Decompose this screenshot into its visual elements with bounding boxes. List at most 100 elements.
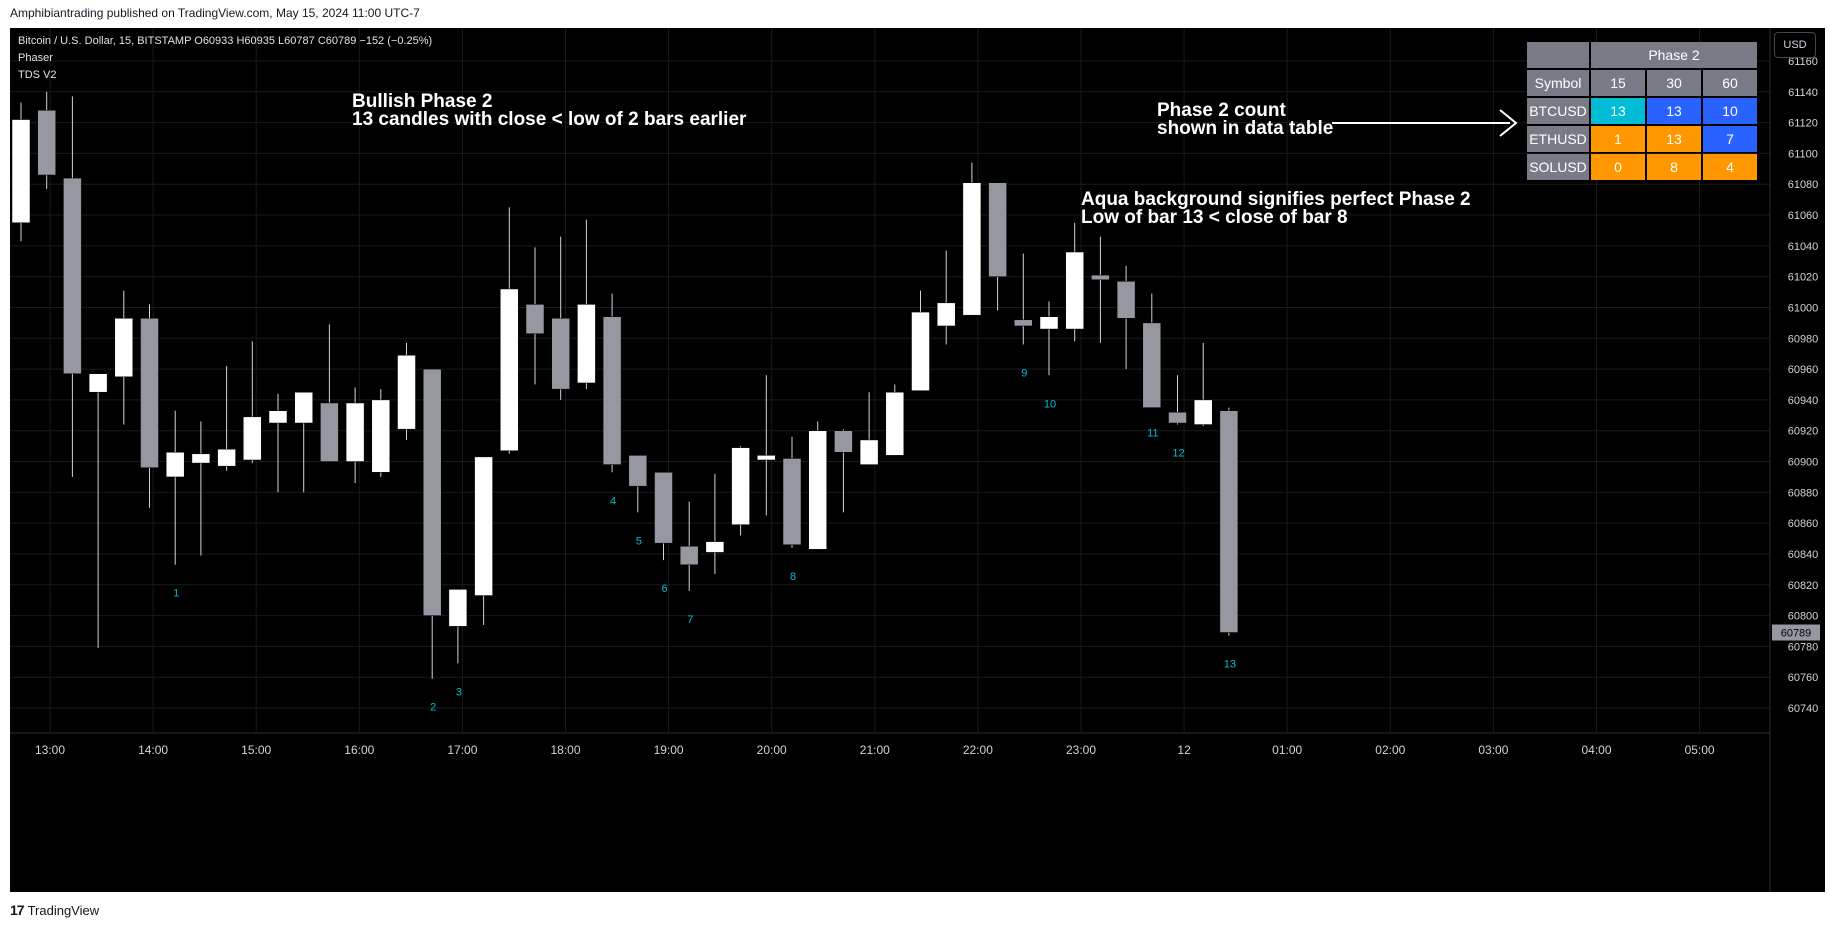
- candle-body: [165, 452, 185, 478]
- y-tick-label: 60840: [1788, 549, 1819, 561]
- candle-body: [1142, 322, 1162, 408]
- y-tick-label: 61080: [1788, 179, 1819, 191]
- y-tick-label: 61160: [1788, 56, 1818, 68]
- y-tick-label: 61140: [1788, 87, 1818, 99]
- candle-body: [679, 546, 699, 565]
- tradingview-mark-icon: 17: [10, 902, 25, 918]
- table-col-header: 30: [1647, 70, 1701, 96]
- x-tick-label: 15:00: [241, 743, 271, 757]
- y-tick-label: 60780: [1788, 641, 1819, 653]
- candle-body: [911, 311, 930, 391]
- candle-body: [1219, 410, 1239, 633]
- candle-body: [474, 456, 493, 596]
- count-label: 10: [1044, 398, 1056, 410]
- x-tick-label: 13:00: [35, 743, 65, 757]
- y-tick-label: 61020: [1788, 272, 1819, 284]
- price-axis: 60740 60760 60780 60800 60820 60840 60860 60880…: [1772, 56, 1820, 715]
- count-label: 9: [1021, 367, 1027, 379]
- indicator-legend-tds[interactable]: TDS V2: [18, 69, 57, 81]
- x-tick-label: 04:00: [1581, 743, 1611, 757]
- y-tick-label: 60760: [1788, 672, 1819, 684]
- annotation-arrow: [1332, 109, 1518, 137]
- candle-body: [628, 455, 648, 487]
- x-tick-label: 23:00: [1066, 743, 1096, 757]
- last-price-tag: [1772, 624, 1820, 641]
- x-tick-label: 02:00: [1375, 743, 1405, 757]
- candle-body: [371, 399, 391, 473]
- candle-body: [731, 447, 750, 525]
- table-cell: 0: [1591, 154, 1645, 180]
- candle-body: [191, 453, 211, 464]
- arrow-head-icon: [1499, 109, 1518, 137]
- candle-body: [345, 402, 365, 462]
- candle-body: [808, 430, 827, 550]
- x-tick-label: 17:00: [447, 743, 477, 757]
- symbol-legend[interactable]: Bitcoin / U.S. Dollar, 15, BITSTAMP O609…: [18, 35, 433, 47]
- table-cell: 8: [1647, 154, 1701, 180]
- count-label: 11: [1147, 428, 1158, 440]
- x-tick-label: 21:00: [860, 743, 890, 757]
- table-cell: 10: [1703, 98, 1757, 124]
- candle-body: [88, 373, 108, 393]
- candle-body: [500, 288, 519, 451]
- grid: [10, 28, 1771, 892]
- candle-body: [654, 472, 673, 544]
- y-tick-label: 60820: [1788, 580, 1819, 592]
- candle-body: [294, 391, 313, 424]
- table-cell: 13: [1647, 126, 1701, 152]
- chart-pane[interactable]: 2 3 4 5 6 7 8 9 10 11 12 13 1 60740 60760 60780 60800 60…: [10, 28, 1825, 892]
- x-tick-label: 20:00: [757, 743, 787, 757]
- count-label: 5: [636, 535, 642, 547]
- x-tick-label: 12: [1177, 743, 1191, 757]
- y-tick-label: 61120: [1788, 118, 1818, 130]
- y-tick-label: 61000: [1788, 302, 1819, 314]
- candle-body: [422, 368, 442, 616]
- table-row-symbol: SOLUSD: [1527, 154, 1589, 180]
- count-label: 8: [790, 571, 796, 583]
- y-tick-label: 61060: [1788, 210, 1819, 222]
- table-row-symbol: BTCUSD: [1527, 98, 1589, 124]
- candle-body: [1065, 251, 1084, 330]
- y-tick-label: 60800: [1788, 611, 1819, 623]
- candle-body: [859, 439, 879, 465]
- table-col-header: 15: [1591, 70, 1645, 96]
- x-tick-label: 16:00: [344, 743, 374, 757]
- candle-body: [936, 302, 956, 327]
- candle-body: [602, 316, 622, 465]
- y-tick-label: 60940: [1788, 395, 1819, 407]
- candle-body: [243, 416, 262, 461]
- candle-body: [217, 448, 236, 467]
- currency-button[interactable]: USD: [1774, 32, 1816, 58]
- table-cell: 13: [1591, 98, 1645, 124]
- candle-body: [63, 177, 82, 374]
- candle-body: [1039, 316, 1059, 330]
- annotation-bullish-title: Bullish Phase 2: [352, 91, 493, 112]
- x-tick-label: 01:00: [1272, 743, 1302, 757]
- candle-body: [962, 182, 982, 316]
- table-col-header: Symbol: [1527, 70, 1589, 96]
- y-tick-label: 60960: [1788, 364, 1819, 376]
- time-axis: 13:00 14:00 15:00 16:00 17:00 18:00 19:00 20:00…: [35, 743, 1715, 757]
- candle-body: [1193, 399, 1213, 425]
- count-label: 1: [173, 588, 179, 600]
- count-label: 3: [456, 686, 462, 698]
- table-header-blank: [1527, 42, 1589, 68]
- candle-body: [11, 119, 31, 223]
- tradingview-logo[interactable]: 17 TradingView: [10, 902, 99, 918]
- indicator-legend-phaser[interactable]: Phaser: [18, 52, 53, 64]
- candle-body: [988, 182, 1007, 277]
- y-tick-label: 61100: [1788, 148, 1818, 160]
- annotation-aqua-note-1: Aqua background signifies perfect Phase …: [1081, 189, 1471, 210]
- count-label: 7: [687, 614, 693, 626]
- x-tick-label: 18:00: [550, 743, 580, 757]
- candle-body: [140, 318, 159, 468]
- count-label: 13: [1224, 659, 1236, 671]
- candle-body: [525, 304, 545, 334]
- candle-body: [268, 410, 288, 424]
- candle-body: [1116, 281, 1136, 319]
- table-row-symbol: ETHUSD: [1527, 126, 1589, 152]
- count-label: 4: [610, 495, 616, 507]
- x-tick-label: 22:00: [963, 743, 993, 757]
- candle-body: [114, 318, 134, 378]
